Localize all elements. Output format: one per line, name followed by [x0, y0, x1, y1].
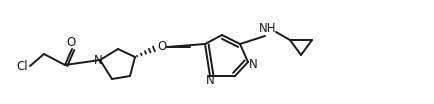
- Text: NH: NH: [259, 22, 277, 35]
- Text: N: N: [249, 58, 257, 72]
- Text: N: N: [94, 53, 102, 66]
- Text: O: O: [66, 37, 76, 50]
- Text: O: O: [158, 40, 167, 53]
- Text: N: N: [206, 74, 214, 87]
- Text: Cl: Cl: [16, 61, 28, 74]
